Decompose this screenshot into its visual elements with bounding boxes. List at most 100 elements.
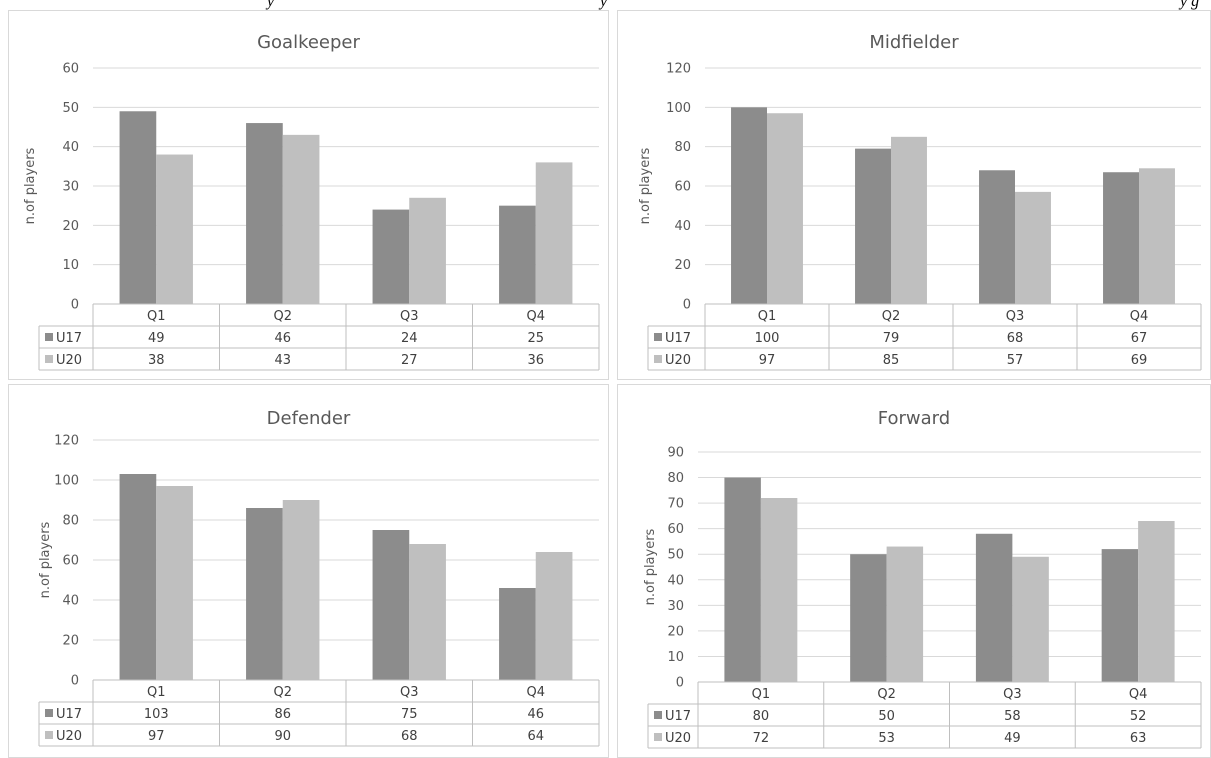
data-table-value: 25 <box>527 331 544 346</box>
y-tick-label: 30 <box>667 599 684 614</box>
bar-u20-q4 <box>1138 521 1175 682</box>
y-tick-label: 0 <box>683 298 691 313</box>
y-axis-label: n.of players <box>643 528 658 605</box>
legend-key-u17 <box>45 709 53 717</box>
legend-key-u17 <box>45 333 53 341</box>
bar-u20-q4 <box>535 552 573 680</box>
bar-u20-q2 <box>282 134 320 304</box>
y-tick-label: 70 <box>667 497 684 512</box>
x-tick-label: Q4 <box>1130 309 1149 324</box>
y-tick-label: 80 <box>674 140 691 155</box>
bar-u17-q2 <box>246 508 283 680</box>
y-tick-label: 30 <box>62 180 79 195</box>
bar-u20-q1 <box>760 498 798 682</box>
data-table-value: 85 <box>883 353 900 368</box>
bar-u17-q2 <box>246 123 283 304</box>
bar-u20-q2 <box>886 546 924 682</box>
bar-u20-q2 <box>891 136 927 304</box>
data-table-value: 46 <box>527 707 544 722</box>
data-table-value: 68 <box>401 729 418 744</box>
y-tick-label: 100 <box>666 101 691 116</box>
x-tick-label: Q2 <box>877 687 896 702</box>
bar-u20-q3 <box>409 544 446 680</box>
bar-u20-q3 <box>409 197 446 304</box>
x-tick-label: Q3 <box>400 309 419 324</box>
bar-u20-q3 <box>1012 556 1049 682</box>
chart-title: Goalkeeper <box>257 32 360 53</box>
bar-u17-q1 <box>731 107 767 304</box>
data-table-value: 86 <box>274 707 291 722</box>
x-tick-label: Q3 <box>1003 687 1022 702</box>
forward-chart: Forward 0 10 20 30 40 50 60 70 80 90 n.of players Q1… <box>643 408 1202 749</box>
x-tick-label: Q4 <box>526 685 545 700</box>
y-tick-label: 120 <box>666 62 691 77</box>
legend-key-u20 <box>45 731 53 739</box>
y-tick-label: 0 <box>71 674 79 689</box>
bar-u17-q4 <box>499 205 536 304</box>
data-table-value: 68 <box>1007 331 1024 346</box>
legend-key-u20 <box>654 733 662 741</box>
y-tick-label: 60 <box>674 180 691 195</box>
defender-chart-panel: Defender 0 20 40 60 80 100 120 n.of players Q1 Q2 Q… <box>8 384 609 758</box>
bar-u20-q4 <box>1139 168 1175 304</box>
legend-label: U20 <box>665 731 691 746</box>
y-tick-label: 50 <box>62 101 79 116</box>
legend-label: U17 <box>665 709 691 724</box>
x-tick-label: Q3 <box>400 685 419 700</box>
y-tick-label: 20 <box>674 258 691 273</box>
legend-label: U20 <box>665 353 691 368</box>
bar-u17-q2 <box>855 148 891 304</box>
x-tick-label: Q1 <box>147 685 166 700</box>
goalkeeper-chart: Goalkeeper 0 10 20 30 40 50 60 n.of players Q1 Q2 Q… <box>23 32 600 371</box>
data-table-value: 43 <box>274 353 291 368</box>
data-table-value: 64 <box>527 729 544 744</box>
goalkeeper-chart-panel: Goalkeeper 0 10 20 30 40 50 60 n.of players Q1 Q2 Q… <box>8 10 609 380</box>
y-tick-label: 10 <box>62 258 79 273</box>
legend-label: U17 <box>56 331 82 346</box>
y-tick-label: 60 <box>62 62 79 77</box>
data-table-value: 97 <box>759 353 776 368</box>
x-tick-label: Q2 <box>882 309 901 324</box>
legend-key-u17 <box>654 711 662 719</box>
data-table-value: 90 <box>274 729 291 744</box>
y-tick-label: 80 <box>667 471 684 486</box>
bar-u17-q1 <box>119 111 157 305</box>
data-table-value: 50 <box>878 709 895 724</box>
y-tick-label: 80 <box>62 514 79 529</box>
legend-label: U17 <box>56 707 82 722</box>
y-axis-label: n.of players <box>638 147 653 224</box>
y-tick-label: 100 <box>54 474 79 489</box>
y-tick-label: 0 <box>71 298 79 313</box>
legend-label: U20 <box>56 729 82 744</box>
y-tick-label: 10 <box>667 650 684 665</box>
legend-label: U20 <box>56 353 82 368</box>
y-axis-label: n.of players <box>38 521 53 598</box>
data-table-value: 49 <box>1004 731 1021 746</box>
y-tick-label: 60 <box>667 522 684 537</box>
y-tick-label: 40 <box>62 594 79 609</box>
bar-u20-q2 <box>282 500 320 680</box>
legend-key-u20 <box>654 355 662 363</box>
data-table-value: 69 <box>1131 353 1148 368</box>
caption-fragment-right: y g <box>1180 0 1200 10</box>
y-axis-label: n.of players <box>23 147 38 224</box>
bar-u20-q1 <box>156 486 193 680</box>
data-table-value: 79 <box>883 331 900 346</box>
data-table-value: 97 <box>148 729 165 744</box>
data-table-value: 24 <box>401 331 418 346</box>
bar-u20-q3 <box>1015 191 1051 304</box>
y-tick-label: 20 <box>62 219 79 234</box>
y-tick-label: 20 <box>62 634 79 649</box>
y-tick-label: 90 <box>667 446 684 461</box>
forward-chart-panel: Forward 0 10 20 30 40 50 60 70 80 90 n.of players Q1… <box>617 384 1211 758</box>
data-table-value: 80 <box>753 709 770 724</box>
x-tick-label: Q4 <box>526 309 545 324</box>
bar-u17-q3 <box>372 209 410 304</box>
data-table-value: 67 <box>1131 331 1148 346</box>
data-table-value: 57 <box>1007 353 1024 368</box>
midfielder-chart-panel: Midfielder 0 20 40 60 80 100 120 n.of players Q1 Q… <box>617 10 1211 380</box>
caption-fragment-left: y <box>267 0 275 10</box>
data-table-value: 52 <box>1130 709 1147 724</box>
y-tick-label: 40 <box>62 140 79 155</box>
x-tick-label: Q4 <box>1129 687 1148 702</box>
